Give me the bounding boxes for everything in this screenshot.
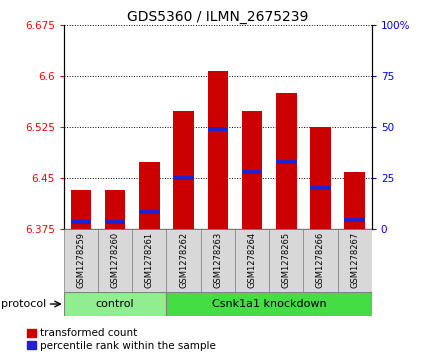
- Text: GSM1278261: GSM1278261: [145, 232, 154, 288]
- Bar: [276, 160, 297, 164]
- Bar: [173, 176, 194, 180]
- Bar: [337, 229, 372, 292]
- Bar: [139, 162, 160, 229]
- Bar: [105, 190, 125, 229]
- Bar: [310, 186, 331, 190]
- Text: Csnk1a1 knockdown: Csnk1a1 knockdown: [212, 299, 326, 309]
- Text: GSM1278267: GSM1278267: [350, 232, 359, 288]
- Text: protocol: protocol: [1, 299, 47, 309]
- Bar: [105, 220, 125, 224]
- Bar: [201, 229, 235, 292]
- Bar: [345, 172, 365, 229]
- Bar: [166, 229, 201, 292]
- Text: GSM1278259: GSM1278259: [77, 232, 85, 288]
- Bar: [98, 229, 132, 292]
- Bar: [64, 292, 166, 316]
- Bar: [345, 217, 365, 221]
- Text: GSM1278260: GSM1278260: [110, 232, 120, 288]
- Bar: [269, 229, 303, 292]
- Bar: [64, 229, 98, 292]
- Bar: [71, 220, 91, 224]
- Title: GDS5360 / ILMN_2675239: GDS5360 / ILMN_2675239: [127, 11, 308, 24]
- Bar: [242, 111, 262, 229]
- Bar: [71, 190, 91, 229]
- Bar: [173, 111, 194, 229]
- Legend: transformed count, percentile rank within the sample: transformed count, percentile rank withi…: [27, 328, 216, 351]
- Bar: [166, 292, 372, 316]
- Bar: [132, 229, 166, 292]
- Text: GSM1278262: GSM1278262: [179, 232, 188, 288]
- Bar: [276, 93, 297, 229]
- Text: control: control: [96, 299, 135, 309]
- Bar: [208, 127, 228, 131]
- Bar: [139, 211, 160, 215]
- Text: GSM1278265: GSM1278265: [282, 232, 291, 288]
- Bar: [242, 170, 262, 174]
- Bar: [303, 229, 337, 292]
- Text: GSM1278266: GSM1278266: [316, 232, 325, 288]
- Bar: [310, 127, 331, 229]
- Text: GSM1278263: GSM1278263: [213, 232, 222, 288]
- Bar: [208, 71, 228, 229]
- Text: GSM1278264: GSM1278264: [248, 232, 257, 288]
- Bar: [235, 229, 269, 292]
